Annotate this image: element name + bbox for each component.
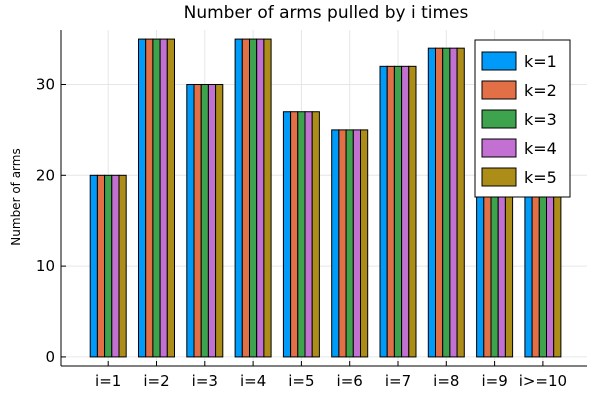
x-tick-label: i=2 — [143, 372, 169, 390]
legend-label: k=1 — [524, 52, 557, 71]
bar-k=3-i=2 — [152, 38, 161, 358]
bar-k=4-i=3 — [207, 83, 217, 358]
bar-k=1-i=3 — [186, 83, 195, 358]
bar-k=1-i=7 — [379, 65, 388, 358]
x-tick-label: i=5 — [288, 372, 314, 390]
bar-k=5-i=7 — [408, 65, 417, 358]
y-axis-label: Number of arms — [9, 148, 23, 245]
bar-k=3-i>=10 — [538, 183, 547, 358]
bar-k=5-i=5 — [311, 111, 320, 358]
bar-k=4-i=1 — [111, 174, 120, 358]
bar-k=5-i=1 — [118, 174, 127, 358]
bar-k=2-i=1 — [96, 174, 106, 358]
bar-k=5-i=2 — [166, 38, 176, 358]
bar-k=1-i>=10 — [524, 183, 533, 358]
y-tick-label: 0 — [45, 348, 55, 366]
bar-k=2-i=2 — [145, 38, 154, 358]
bar-k=2-i=5 — [290, 111, 299, 358]
legend-swatch — [481, 51, 517, 71]
bar-k=5-i=9 — [504, 174, 514, 358]
legend-swatch — [481, 167, 517, 187]
y-tick-label: 10 — [36, 257, 55, 275]
bar-k=4-i=9 — [497, 174, 506, 358]
bar-k=5-i=8 — [456, 47, 465, 358]
bar-k=1-i=6 — [331, 129, 340, 358]
bar-k=2-i=8 — [435, 47, 444, 358]
axes — [60, 30, 587, 367]
bar-k=2-i=9 — [483, 174, 492, 358]
bar-k=2-i>=10 — [531, 183, 540, 358]
bar-k=4-i=8 — [449, 47, 458, 358]
x-tick-label: i=6 — [337, 372, 363, 390]
bar-k=2-i=4 — [241, 38, 251, 358]
x-tick-label: i=8 — [433, 372, 459, 390]
y-tick-label: 20 — [36, 166, 55, 184]
bar-k=1-i=4 — [234, 38, 243, 358]
x-tick-label: i=3 — [192, 372, 218, 390]
bar-k=3-i=5 — [297, 111, 306, 358]
bar-k=4-i=7 — [401, 65, 410, 358]
bar-k=4-i=6 — [352, 129, 361, 358]
bar-k=4-i=4 — [256, 38, 265, 358]
bar-k=1-i=1 — [89, 174, 98, 358]
bar-k=1-i=5 — [282, 111, 292, 358]
legend-label: k=3 — [524, 110, 557, 129]
bar-k=1-i=9 — [476, 174, 485, 358]
bar-k=1-i=8 — [427, 47, 436, 358]
bar-k=3-i=7 — [393, 65, 403, 358]
bar-k=3-i=4 — [249, 38, 258, 358]
x-tick-label: i=9 — [481, 372, 507, 390]
tick-labels: 0 10 20 30 i=1 i=2 i=3 i=4 i=5 i=6 i=7 i=8 i=9 i>=10 — [36, 75, 567, 390]
bar-k=4-i=2 — [159, 38, 168, 358]
legend-label: k=4 — [524, 139, 557, 158]
bar-k=3-i=1 — [104, 174, 113, 358]
bars — [89, 38, 562, 358]
x-tick-label: i=4 — [240, 372, 266, 390]
x-tick-label: i=7 — [385, 372, 411, 390]
x-tick-label: i>=10 — [519, 372, 567, 390]
bar-k=3-i=3 — [200, 83, 209, 358]
bar-k=2-i=6 — [338, 129, 347, 358]
bar-k=3-i=8 — [442, 47, 451, 358]
bar-k=5-i>=10 — [553, 183, 562, 358]
bar-k=3-i=9 — [490, 174, 499, 358]
bar-k=3-i=6 — [345, 129, 354, 358]
bar-k=5-i=4 — [263, 38, 272, 358]
legend-swatch — [481, 109, 517, 129]
chart-title: Number of arms pulled by i times — [184, 3, 469, 23]
bar-k=4-i=5 — [304, 111, 313, 358]
bar-k=5-i=3 — [215, 83, 224, 358]
legend-label: k=2 — [524, 81, 557, 100]
bar-k=1-i=2 — [138, 38, 147, 358]
legend-swatch — [481, 138, 517, 158]
bar-k=5-i=6 — [360, 129, 369, 358]
legend-swatch — [481, 80, 517, 100]
bar-k=4-i>=10 — [546, 183, 555, 358]
bar-k=2-i=3 — [193, 83, 202, 358]
legend: k=1 k=2 k=3 k=4 k=5 — [474, 39, 571, 198]
x-tick-label: i=1 — [95, 372, 121, 390]
legend-label: k=5 — [524, 168, 557, 187]
y-tick-label: 30 — [36, 75, 55, 93]
bar-k=2-i=7 — [386, 65, 395, 358]
